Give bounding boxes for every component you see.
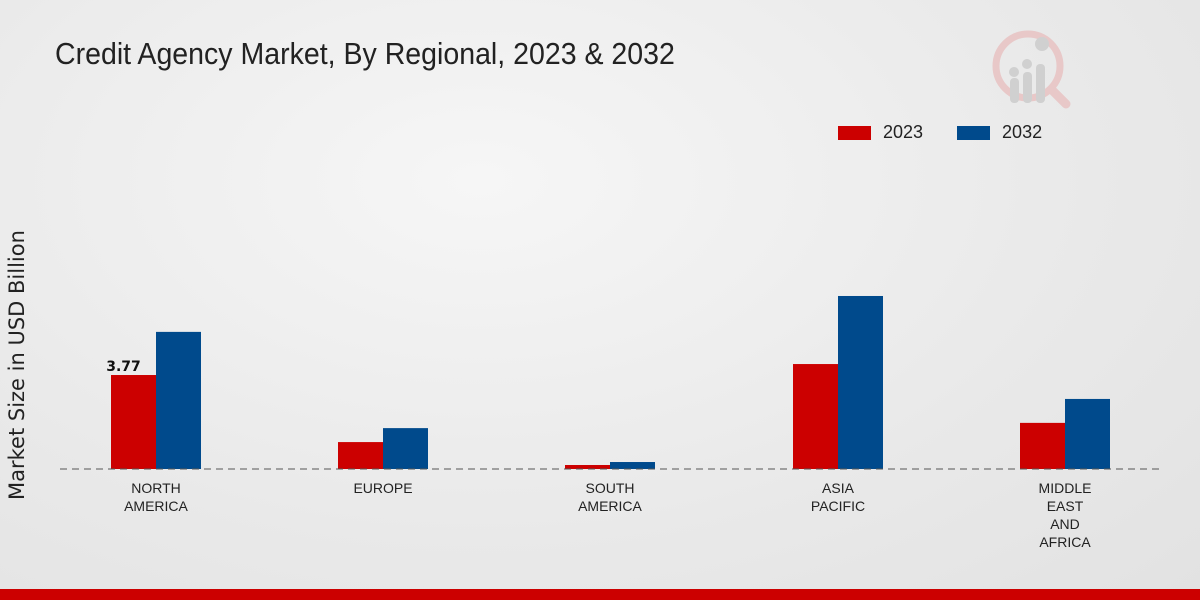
x-tick-label: AFRICA: [1039, 534, 1091, 550]
legend-label: 2032: [1002, 122, 1043, 142]
bar-2023-4: [1020, 422, 1065, 469]
x-tick-label: EUROPE: [353, 480, 412, 496]
bar-2023-2: [565, 465, 610, 469]
bar-2032-2: [610, 462, 655, 469]
legend-item-2032[interactable]: 2032: [957, 122, 1042, 143]
bar-2023-0: [111, 375, 156, 469]
data-label: 3.77: [106, 359, 141, 375]
x-tick-label: AMERICA: [124, 498, 188, 514]
bar-2032-1: [383, 428, 428, 469]
x-tick-label: SOUTH: [586, 480, 635, 496]
x-tick-label: NORTH: [131, 480, 181, 496]
legend-label: 2023: [883, 122, 924, 142]
x-tick-label: EAST: [1047, 498, 1084, 514]
x-tick-label: ASIA: [822, 480, 855, 496]
bar-2023-1: [338, 442, 383, 469]
bar-2032-3: [838, 295, 883, 469]
bar-2032-4: [1065, 398, 1110, 469]
legend: 2023 2032: [838, 122, 1042, 143]
brand-logo-icon: [992, 30, 1071, 109]
legend-swatch: [838, 125, 871, 140]
chart-title: Credit Agency Market, By Regional, 2023 …: [55, 36, 675, 71]
bar-2032-0: [156, 331, 201, 469]
legend-swatch: [957, 125, 991, 140]
x-tick-label: PACIFIC: [811, 498, 865, 514]
footer-bar: [0, 589, 1200, 600]
x-tick-label: MIDDLE: [1039, 480, 1092, 496]
legend-item-2023[interactable]: 2023: [838, 122, 923, 143]
x-tick-label: AMERICA: [578, 498, 642, 514]
bar-2023-3: [793, 364, 838, 469]
x-tick-label: AND: [1050, 516, 1080, 532]
